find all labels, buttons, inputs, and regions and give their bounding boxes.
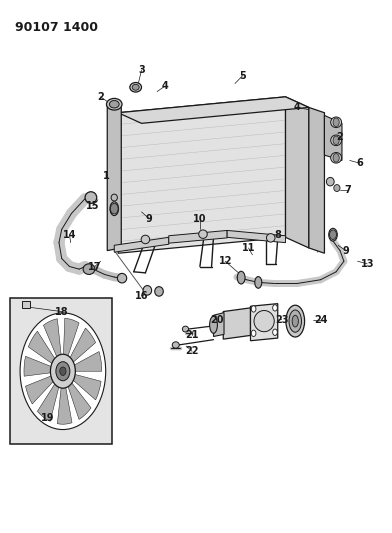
Circle shape bbox=[56, 362, 70, 381]
Polygon shape bbox=[44, 319, 62, 360]
Text: 13: 13 bbox=[361, 259, 374, 269]
Text: 2: 2 bbox=[97, 92, 104, 102]
Polygon shape bbox=[309, 108, 325, 253]
Text: 10: 10 bbox=[193, 214, 207, 224]
Ellipse shape bbox=[85, 192, 97, 204]
Polygon shape bbox=[118, 97, 285, 253]
Polygon shape bbox=[64, 318, 79, 359]
Text: 23: 23 bbox=[275, 314, 289, 325]
Circle shape bbox=[111, 204, 118, 214]
Circle shape bbox=[51, 354, 75, 388]
Circle shape bbox=[273, 329, 278, 335]
Ellipse shape bbox=[255, 277, 262, 288]
Text: 19: 19 bbox=[41, 413, 55, 423]
Ellipse shape bbox=[210, 317, 218, 333]
Circle shape bbox=[251, 306, 256, 312]
Ellipse shape bbox=[331, 152, 341, 163]
Text: 4: 4 bbox=[294, 102, 301, 112]
Text: 3: 3 bbox=[138, 66, 145, 75]
Text: 4: 4 bbox=[162, 81, 168, 91]
Polygon shape bbox=[214, 313, 224, 336]
Text: 17: 17 bbox=[88, 262, 102, 271]
Circle shape bbox=[333, 118, 339, 126]
Ellipse shape bbox=[109, 101, 119, 108]
Ellipse shape bbox=[334, 184, 340, 191]
Ellipse shape bbox=[237, 271, 245, 284]
Text: 15: 15 bbox=[86, 200, 100, 211]
Ellipse shape bbox=[329, 228, 337, 241]
Ellipse shape bbox=[289, 310, 301, 332]
Text: 1: 1 bbox=[103, 172, 110, 181]
Text: 90107 1400: 90107 1400 bbox=[15, 21, 98, 34]
Circle shape bbox=[330, 230, 336, 239]
Ellipse shape bbox=[110, 202, 118, 216]
Text: 9: 9 bbox=[146, 214, 152, 224]
Text: 18: 18 bbox=[55, 306, 69, 317]
Ellipse shape bbox=[199, 230, 207, 238]
Polygon shape bbox=[250, 304, 278, 341]
Ellipse shape bbox=[182, 326, 189, 332]
Polygon shape bbox=[72, 352, 102, 371]
Text: 9: 9 bbox=[343, 246, 349, 256]
Polygon shape bbox=[114, 237, 169, 252]
Text: 7: 7 bbox=[345, 184, 351, 195]
Ellipse shape bbox=[331, 117, 341, 127]
Text: 22: 22 bbox=[185, 346, 199, 357]
Ellipse shape bbox=[117, 273, 127, 283]
Ellipse shape bbox=[331, 135, 341, 146]
Ellipse shape bbox=[172, 342, 179, 348]
Ellipse shape bbox=[130, 83, 142, 92]
Ellipse shape bbox=[143, 286, 152, 295]
Text: 20: 20 bbox=[211, 314, 224, 325]
Polygon shape bbox=[69, 328, 96, 364]
Text: 21: 21 bbox=[185, 330, 199, 341]
Polygon shape bbox=[57, 384, 72, 424]
FancyBboxPatch shape bbox=[10, 298, 112, 444]
Text: 11: 11 bbox=[242, 243, 255, 253]
Polygon shape bbox=[107, 105, 121, 251]
Polygon shape bbox=[25, 375, 55, 404]
Ellipse shape bbox=[286, 305, 305, 337]
Ellipse shape bbox=[141, 235, 150, 244]
Polygon shape bbox=[71, 374, 101, 400]
Ellipse shape bbox=[267, 233, 275, 242]
Text: 5: 5 bbox=[240, 70, 246, 80]
Polygon shape bbox=[169, 230, 227, 243]
Polygon shape bbox=[24, 356, 54, 376]
Circle shape bbox=[60, 367, 66, 375]
Ellipse shape bbox=[111, 194, 117, 201]
Circle shape bbox=[333, 154, 339, 162]
Polygon shape bbox=[325, 115, 342, 160]
Circle shape bbox=[20, 313, 106, 430]
Polygon shape bbox=[227, 230, 285, 243]
Ellipse shape bbox=[327, 177, 334, 186]
Circle shape bbox=[333, 136, 339, 144]
Bar bbox=[22, 301, 30, 308]
Circle shape bbox=[273, 305, 278, 311]
Circle shape bbox=[251, 330, 256, 336]
Polygon shape bbox=[285, 97, 309, 248]
Text: 8: 8 bbox=[274, 230, 281, 240]
Text: 24: 24 bbox=[314, 314, 327, 325]
Ellipse shape bbox=[83, 264, 95, 274]
Text: 2: 2 bbox=[337, 132, 343, 142]
Ellipse shape bbox=[107, 99, 122, 110]
Polygon shape bbox=[67, 381, 91, 419]
Ellipse shape bbox=[254, 311, 274, 332]
Polygon shape bbox=[223, 308, 250, 339]
Ellipse shape bbox=[292, 316, 298, 327]
Polygon shape bbox=[37, 381, 60, 421]
Polygon shape bbox=[118, 97, 309, 123]
Text: 6: 6 bbox=[356, 158, 363, 168]
Ellipse shape bbox=[132, 84, 139, 90]
Polygon shape bbox=[28, 331, 56, 365]
Ellipse shape bbox=[155, 287, 163, 296]
Text: 14: 14 bbox=[63, 230, 76, 240]
Text: 12: 12 bbox=[218, 256, 232, 266]
Text: 16: 16 bbox=[135, 290, 148, 301]
